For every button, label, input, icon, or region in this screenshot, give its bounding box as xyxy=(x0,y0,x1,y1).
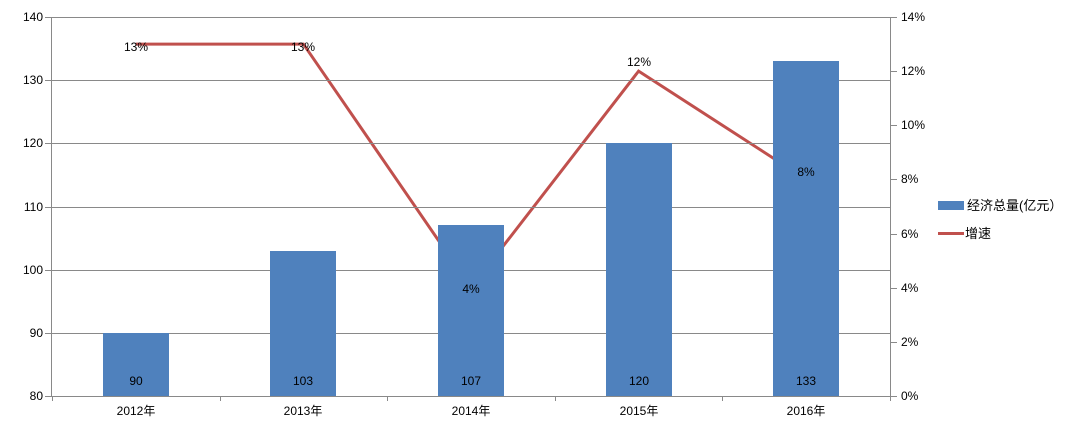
y-axis-tick-label-right: 0% xyxy=(901,389,919,403)
y-axis-tick-right xyxy=(891,342,897,343)
bar-series-swatch xyxy=(938,201,964,210)
y-axis-line-right xyxy=(890,17,891,397)
x-axis-tick xyxy=(555,397,556,401)
x-axis-tick xyxy=(722,397,723,401)
y-axis-tick-label-left: 100 xyxy=(22,263,43,277)
x-axis-label: 2015年 xyxy=(619,404,659,418)
y-axis-tick-label-left: 140 xyxy=(22,10,43,24)
bar xyxy=(270,251,336,396)
y-axis-tick-right xyxy=(891,125,897,126)
bar xyxy=(606,143,672,396)
line-point-label: 12% xyxy=(626,55,652,69)
gridline xyxy=(52,80,890,81)
x-axis-label: 2014年 xyxy=(451,404,491,418)
y-axis-tick-label-right: 10% xyxy=(901,118,926,132)
y-axis-tick-label-left: 120 xyxy=(22,136,43,150)
gridline xyxy=(52,143,890,144)
y-axis-tick-left xyxy=(45,396,51,397)
line-point-label: 13% xyxy=(123,40,149,54)
legend-item-line-series: 增速 xyxy=(938,226,1062,241)
y-axis-tick-right xyxy=(891,71,897,72)
y-axis-tick-left xyxy=(45,333,51,334)
bar-value-label: 107 xyxy=(460,374,482,388)
x-axis-tick xyxy=(890,397,891,401)
y-axis-tick-label-right: 4% xyxy=(901,281,919,295)
y-axis-tick-label-left: 110 xyxy=(23,200,43,214)
y-axis-tick-right xyxy=(891,179,897,180)
gridline xyxy=(52,207,890,208)
bar xyxy=(773,61,839,396)
line-point-label: 8% xyxy=(797,165,815,179)
y-axis-tick-label-right: 6% xyxy=(901,227,919,241)
y-axis-tick-label-left: 130 xyxy=(22,73,43,87)
y-axis-tick-left xyxy=(45,143,51,144)
bar-value-label: 120 xyxy=(628,374,650,388)
bar xyxy=(438,225,504,396)
legend-item-bar-series: 经济总量(亿元） xyxy=(938,198,1062,213)
line-point-label: 13% xyxy=(290,40,316,54)
bar-value-label: 133 xyxy=(795,374,817,388)
x-axis-label: 2013年 xyxy=(283,404,323,418)
y-axis-tick-left xyxy=(45,207,51,208)
y-axis-tick-right xyxy=(891,288,897,289)
legend-label-bar-series: 经济总量(亿元） xyxy=(967,198,1063,213)
y-axis-tick-label-right: 14% xyxy=(901,10,926,24)
y-axis-tick-right xyxy=(891,17,897,18)
y-axis-tick-label-right: 12% xyxy=(901,64,926,78)
x-axis-line xyxy=(51,396,890,397)
bar-value-label: 90 xyxy=(129,374,143,388)
x-axis-label: 2016年 xyxy=(786,404,826,418)
x-axis-label: 2012年 xyxy=(116,404,156,418)
legend: 经济总量(亿元） 增速 xyxy=(938,198,1062,254)
y-axis-tick-right xyxy=(891,234,897,235)
x-axis-tick xyxy=(220,397,221,401)
x-axis-tick xyxy=(387,397,388,401)
y-axis-tick-label-left: 80 xyxy=(29,389,43,403)
y-axis-line-left xyxy=(51,17,52,397)
y-axis-tick-left xyxy=(45,17,51,18)
legend-label-line-series: 增速 xyxy=(965,226,992,241)
y-axis-tick-left xyxy=(45,270,51,271)
y-axis-tick-left xyxy=(45,80,51,81)
bar-value-label: 103 xyxy=(292,374,314,388)
y-axis-tick-label-left: 90 xyxy=(29,326,43,340)
bar xyxy=(103,333,169,396)
gridline xyxy=(52,17,890,18)
line-series-swatch xyxy=(938,232,964,235)
y-axis-tick-label-right: 2% xyxy=(901,335,919,349)
x-axis-tick xyxy=(52,397,53,401)
line-point-label: 4% xyxy=(462,282,480,296)
y-axis-tick-right xyxy=(891,396,897,397)
y-axis-tick-label-right: 8% xyxy=(901,172,919,186)
